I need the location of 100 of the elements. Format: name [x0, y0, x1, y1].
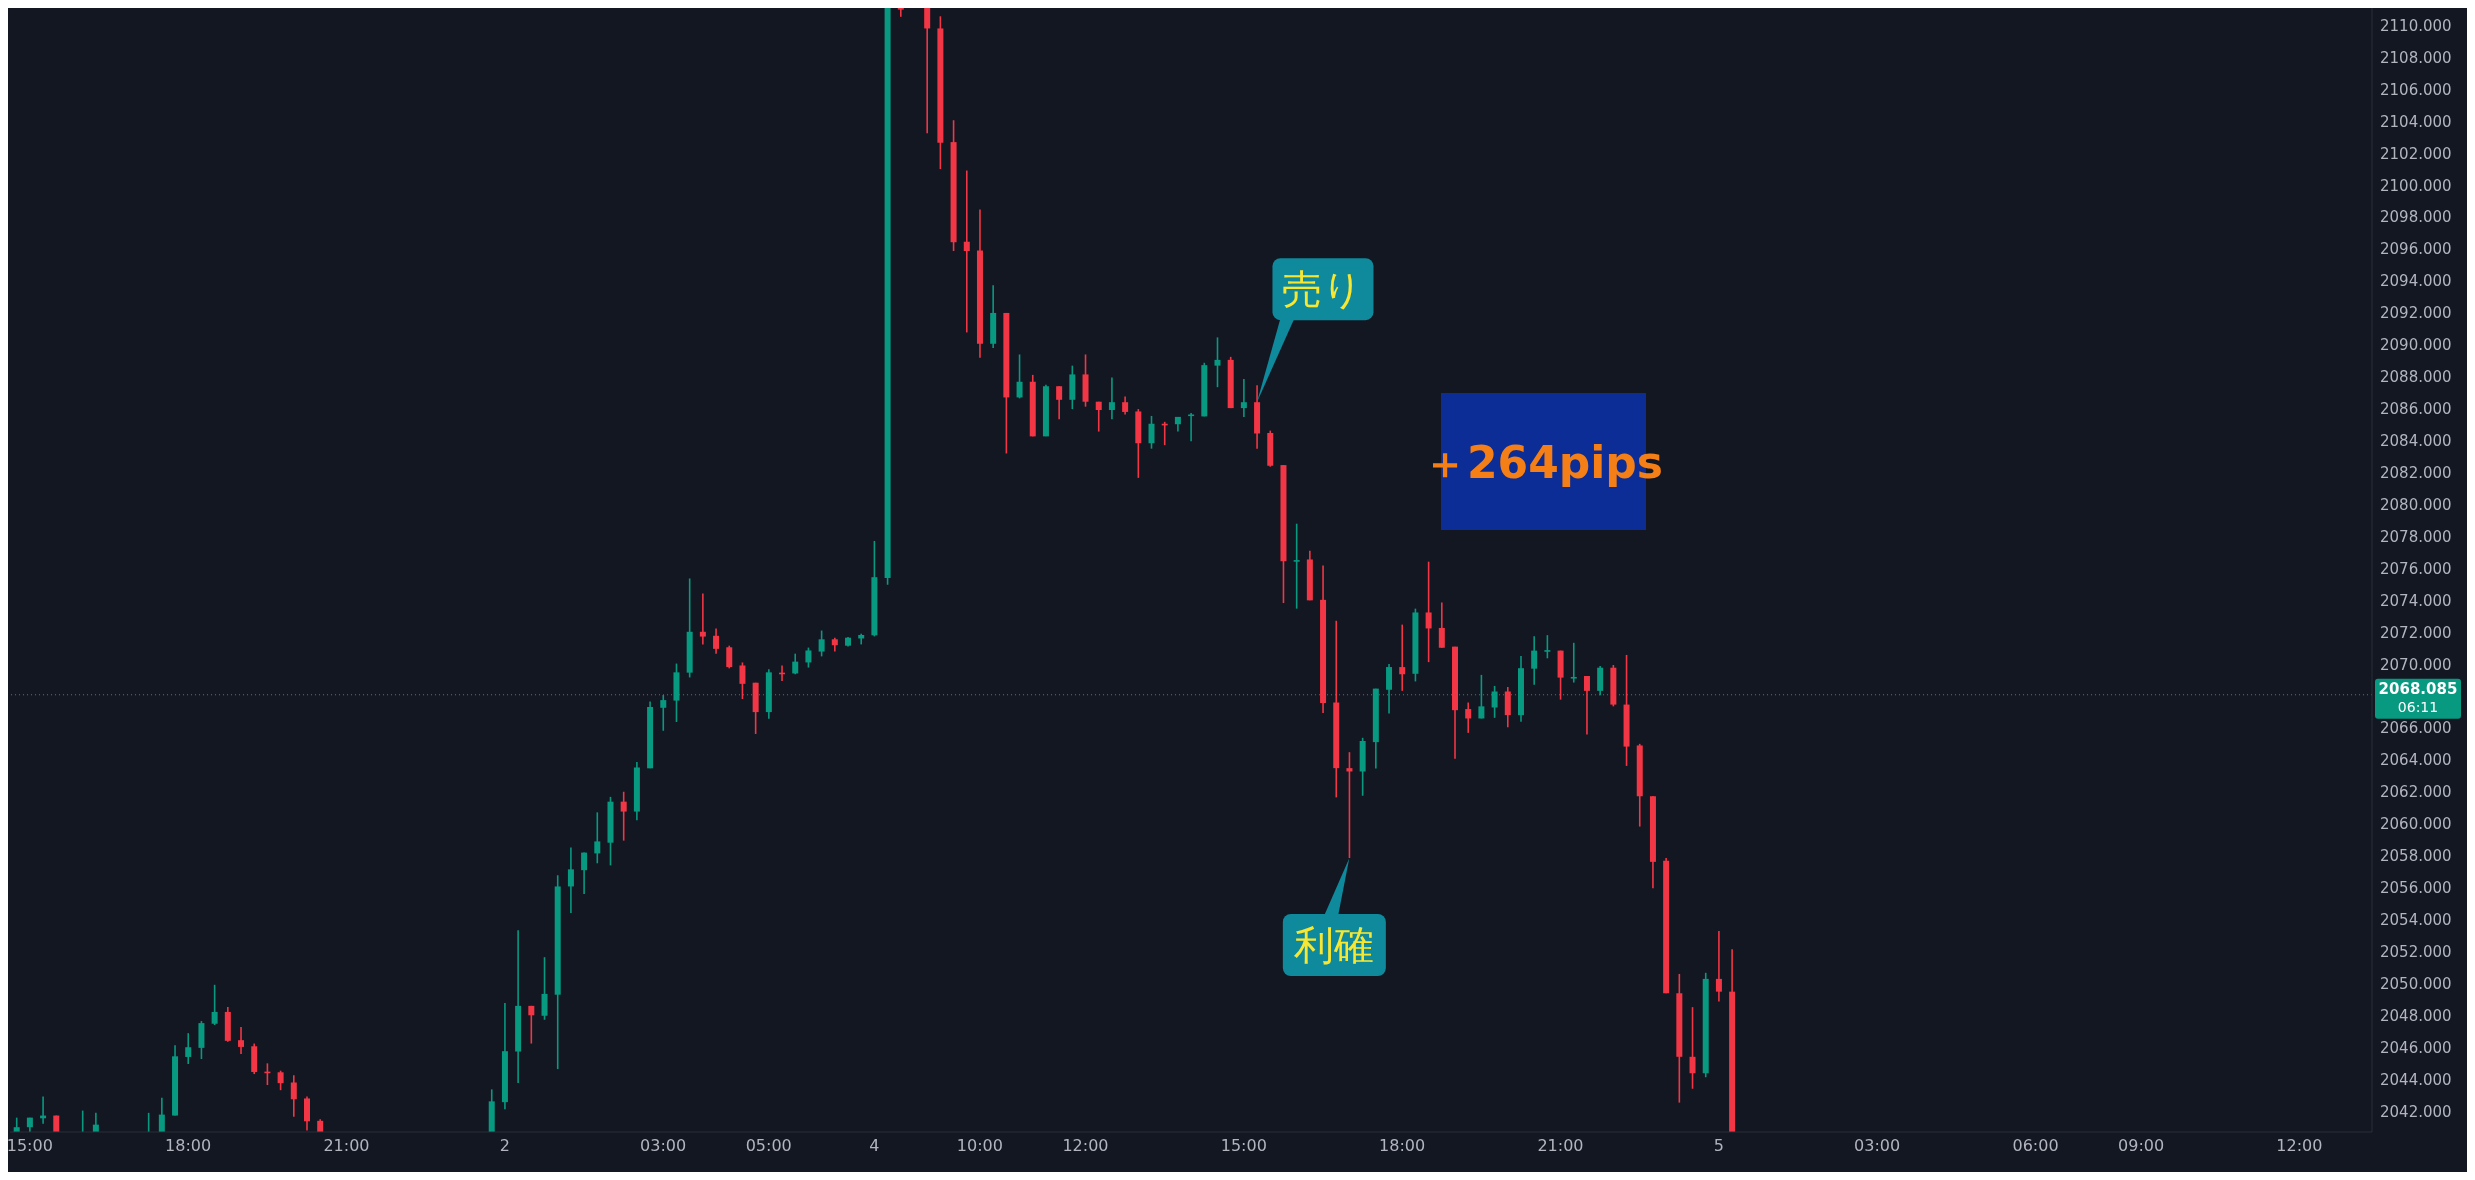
ref-line-label: 2068.085	[2378, 679, 2458, 698]
candlestick	[1544, 634, 1551, 660]
x-tick-label: 03:00	[1854, 1136, 1901, 1156]
candlestick	[277, 1069, 284, 1091]
annotation: ＋264pips	[1422, 437, 1664, 488]
x-tick-label: 10:00	[956, 1136, 1003, 1156]
candlestick	[581, 851, 588, 895]
candlestick	[1122, 395, 1129, 416]
y-tick-label: 2082.000	[2380, 463, 2452, 482]
x-tick-label: 21:00	[323, 1136, 370, 1156]
y-tick-label: 2070.000	[2380, 655, 2452, 674]
annotation: 利確	[1294, 922, 1375, 969]
candlestick	[739, 661, 746, 700]
y-tick-label: 2104.000	[2380, 112, 2452, 131]
candlestick	[541, 956, 548, 1021]
candlestick	[528, 1005, 535, 1045]
candlestick	[792, 652, 799, 676]
candlestick	[1240, 378, 1247, 418]
y-tick-label: 2094.000	[2380, 272, 2452, 291]
y-tick-label: 2096.000	[2380, 240, 2452, 259]
x-tick-label: 12:00	[2276, 1136, 2323, 1156]
y-tick-label: 2050.000	[2380, 974, 2452, 993]
candlestick	[726, 644, 733, 670]
y-tick-label: 2058.000	[2380, 847, 2452, 866]
y-tick-label: 2110.000	[2380, 16, 2452, 35]
candlestick	[897, 8, 904, 18]
candlestick	[1570, 642, 1577, 684]
candlestick	[594, 811, 601, 865]
y-tick-label: 2086.000	[2380, 400, 2452, 419]
candlestick	[1583, 675, 1590, 736]
candlestick	[290, 1074, 297, 1118]
candlestick	[699, 592, 706, 646]
y-tick-label: 2108.000	[2380, 48, 2452, 67]
y-tick-label: 2092.000	[2380, 304, 2452, 323]
candlestick	[1214, 336, 1221, 388]
candlestick	[1188, 412, 1195, 443]
y-tick-label: 2042.000	[2380, 1102, 2452, 1121]
x-tick-label: 4	[869, 1136, 880, 1156]
y-tick-label: 2056.000	[2380, 879, 2452, 898]
x-tick-label: 05:00	[745, 1136, 792, 1156]
y-tick-label: 2076.000	[2380, 559, 2452, 578]
candlestick	[1108, 376, 1115, 421]
candlestick	[238, 1026, 245, 1055]
candlestick	[620, 790, 627, 842]
y-tick-label: 2078.000	[2380, 527, 2452, 546]
candlestick	[805, 646, 812, 669]
y-tick-label: 2074.000	[2380, 591, 2452, 610]
x-tick-label: 15:00	[6, 1136, 53, 1156]
y-tick-label: 2054.000	[2380, 910, 2452, 929]
y-tick-label: 2044.000	[2380, 1070, 2452, 1089]
x-tick-label: 18:00	[165, 1136, 212, 1156]
text: 06:11	[2397, 698, 2439, 715]
candlestick	[1425, 560, 1432, 663]
candlestick	[1056, 385, 1063, 421]
candlestick	[1095, 400, 1102, 433]
y-tick-label: 2102.000	[2380, 144, 2452, 163]
candlestick	[1438, 601, 1445, 649]
x-tick-label: 18:00	[1379, 1136, 1426, 1156]
candlestick	[304, 1095, 310, 1132]
candlestick	[1016, 353, 1023, 400]
y-tick-label: 2046.000	[2380, 1038, 2452, 1057]
x-tick-label: 2	[499, 1136, 510, 1156]
candlestick	[963, 169, 970, 334]
candlestick	[818, 629, 825, 658]
y-tick-label: 2048.000	[2380, 1006, 2452, 1025]
candlestick	[1504, 686, 1511, 729]
candlestick	[1715, 930, 1722, 1003]
candlestick	[211, 983, 218, 1026]
candlestick	[1148, 415, 1155, 450]
candlestick	[1531, 635, 1538, 686]
y-tick-label: 2080.000	[2380, 495, 2452, 514]
candlestick	[924, 8, 931, 135]
y-tick-label: 2084.000	[2380, 432, 2452, 450]
y-tick-label: 2100.000	[2380, 176, 2452, 195]
y-tick-label: 2098.000	[2380, 208, 2452, 227]
annotation: 売り	[1282, 266, 1364, 313]
candlestick	[1399, 623, 1406, 692]
x-tick-label: 06:00	[2012, 1136, 2059, 1156]
y-tick-label: 2060.000	[2380, 815, 2452, 834]
candlestick	[713, 627, 720, 655]
y-tick-label: 2106.000	[2380, 80, 2452, 99]
candlestick	[185, 1032, 192, 1065]
candlestick	[1689, 1006, 1696, 1090]
candlestick	[567, 846, 574, 914]
candlestick	[1465, 701, 1472, 734]
y-tick-label: 2052.000	[2380, 942, 2452, 961]
y-tick-label: 2066.000	[2380, 719, 2452, 738]
y-tick-label: 2062.000	[2380, 783, 2452, 802]
candlestick	[158, 1097, 165, 1132]
x-tick-label: 5	[1713, 1136, 1724, 1156]
y-tick-label: 2072.000	[2380, 623, 2452, 642]
x-tick-label: 09:00	[2118, 1136, 2165, 1156]
x-tick-label: 15:00	[1220, 1136, 1267, 1156]
x-tick-label: 12:00	[1062, 1136, 1109, 1156]
y-tick-label: 2064.000	[2380, 751, 2452, 770]
candlestick	[1293, 522, 1300, 610]
x-tick-label: 03:00	[640, 1136, 687, 1156]
x-tick-label: 21:00	[1537, 1136, 1584, 1156]
candlestick	[1346, 751, 1353, 859]
y-tick-label: 2090.000	[2380, 336, 2452, 355]
